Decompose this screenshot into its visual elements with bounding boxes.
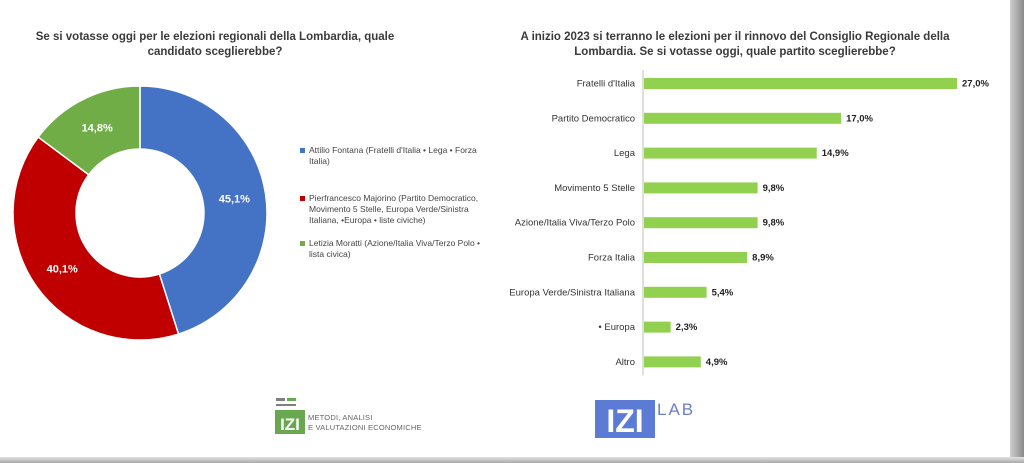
- donut-chart: 45,1% 40,1% 14,8%: [12, 85, 268, 341]
- bar-value-label-2: 14,9%: [822, 148, 849, 159]
- legend-swatch-1: [300, 196, 305, 201]
- bar-value-label-6: 5,4%: [712, 287, 734, 298]
- legend-label-0: Attilio Fontana (Fratelli d'Italia • Leg…: [309, 145, 477, 166]
- legend-item-2: Letizia Moratti (Azione/Italia Viva/Terz…: [300, 238, 480, 260]
- bar-0: [644, 78, 957, 89]
- legend-label-1: Pierfrancesco Majorino (Partito Democrat…: [309, 193, 479, 225]
- bar-value-label-1: 17,0%: [846, 113, 873, 124]
- bar-8: [644, 356, 701, 368]
- bar-5: [644, 252, 748, 263]
- bar-category-label-8: Altro: [615, 357, 635, 368]
- izi-logo: IZI METODI, ANALISI E VALUTAZIONI ECONOM…: [275, 397, 435, 437]
- izi-logo-text-line1: METODI, ANALISI: [308, 413, 373, 422]
- legend-swatch-0: [300, 148, 305, 153]
- bar-category-label-4: Azione/Italia Viva/Terzo Polo: [515, 218, 635, 229]
- page-edge-right: [1010, 0, 1024, 463]
- donut-slice-2: [37, 85, 141, 176]
- pie-chart-title: Se si votasse oggi per le elezioni regio…: [35, 31, 395, 58]
- bar-category-label-5: Forza Italia: [588, 253, 636, 264]
- bar-value-label-3: 9,8%: [763, 183, 785, 194]
- donut-slice-1: [12, 136, 180, 341]
- bar-6: [644, 286, 707, 298]
- donut-slice-0: [139, 85, 268, 335]
- bar-category-label-7: • Europa: [598, 322, 635, 333]
- donut-slice-label-0: 45,1%: [219, 193, 250, 205]
- izi-logo-text-line2: E VALUTAZIONI ECONOMICHE: [308, 423, 422, 432]
- bar-1: [644, 112, 842, 124]
- bar-category-label-2: Lega: [614, 148, 636, 159]
- bar-chart: Fratelli d'Italia 27,0% Partito Democratic…: [509, 70, 989, 376]
- donut-slice-label-2: 14,8%: [82, 123, 113, 135]
- legend-swatch-2: [300, 241, 305, 246]
- bar-value-label-8: 4,9%: [706, 357, 728, 368]
- izi-logo-mark: IZI: [275, 398, 305, 434]
- bar-3: [644, 182, 758, 194]
- bar-2: [644, 147, 817, 159]
- bar-chart-title: A inizio 2023 si terranno le elezioni pe…: [520, 31, 950, 58]
- bar-category-label-1: Partito Democratico: [552, 113, 635, 124]
- bar-value-label-4: 9,8%: [763, 218, 785, 229]
- bar-7: [644, 321, 671, 333]
- bar-4: [644, 217, 758, 229]
- bar-value-label-5: 8,9%: [752, 253, 774, 264]
- izi-lab-mark-text: IZI: [606, 403, 643, 438]
- bar-category-label-0: Fratelli d'Italia: [577, 79, 636, 90]
- izi-lab-logo-mark: IZI: [595, 400, 655, 438]
- izi-logo-mark-text: IZI: [280, 415, 300, 434]
- donut-slice-label-1: 40,1%: [47, 263, 78, 275]
- bar-category-label-6: Europa Verde/Sinistra Italiana: [509, 287, 635, 298]
- page-edge-bottom: [0, 457, 1024, 463]
- legend-item-1: Pierfrancesco Majorino (Partito Democrat…: [300, 193, 480, 226]
- izi-lab-logo: IZI LAB: [595, 400, 705, 438]
- izi-lab-logo-lab-text: LAB: [657, 400, 696, 419]
- legend-label-2: Letizia Moratti (Azione/Italia Viva/Terz…: [309, 238, 481, 259]
- bar-category-label-3: Movimento 5 Stelle: [554, 183, 635, 194]
- legend-item-0: Attilio Fontana (Fratelli d'Italia • Leg…: [300, 145, 480, 167]
- bar-value-label-0: 27,0%: [962, 79, 989, 90]
- izi-logo-text: METODI, ANALISI E VALUTAZIONI ECONOMICHE: [308, 413, 422, 433]
- bar-value-label-7: 2,3%: [676, 322, 698, 333]
